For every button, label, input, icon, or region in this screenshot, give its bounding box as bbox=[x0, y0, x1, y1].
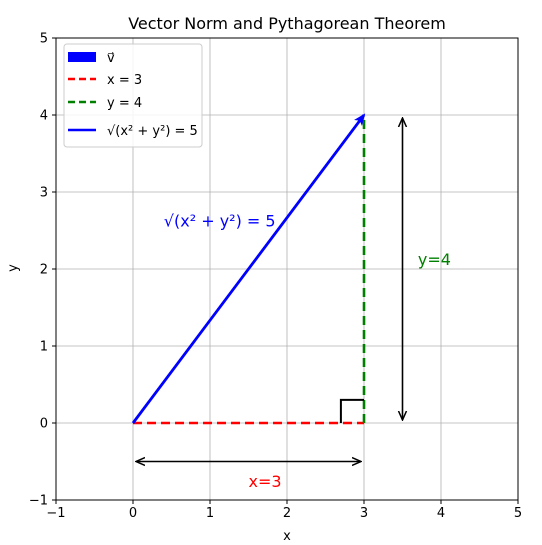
x-tick-label: −1 bbox=[46, 506, 65, 521]
plot-area: √(x² + y²) = 5 x=3 y=4 bbox=[131, 113, 451, 491]
y-tick-label: 4 bbox=[40, 109, 48, 124]
legend-label-ycomp: y = 4 bbox=[107, 96, 142, 111]
legend-label-xcomp: x = 3 bbox=[107, 73, 142, 88]
y-tick-label: 3 bbox=[40, 186, 48, 201]
x-tick-label: 1 bbox=[206, 506, 214, 521]
x-tick-label: 4 bbox=[437, 506, 445, 521]
legend-label-vector: v⃗ bbox=[107, 51, 115, 66]
legend-box bbox=[63, 43, 203, 148]
y-tick-label: 5 bbox=[40, 32, 48, 47]
legend-swatch-vector bbox=[68, 52, 96, 62]
right-angle-marker bbox=[339, 398, 364, 423]
x-tick-label: 2 bbox=[283, 506, 291, 521]
axis-ticks: −1 0 1 2 3 4 5 −1 0 1 2 3 4 5 bbox=[29, 32, 522, 522]
x-tick-label: 3 bbox=[360, 506, 368, 521]
x-tick-label: 5 bbox=[514, 506, 522, 521]
y-tick-label: −1 bbox=[29, 494, 48, 509]
y-tick-label: 0 bbox=[40, 417, 48, 432]
x-axis-label: x bbox=[283, 529, 291, 544]
chart-title: Vector Norm and Pythagorean Theorem bbox=[128, 14, 446, 33]
y-tick-label: 1 bbox=[40, 340, 48, 355]
norm-label-annotation: √(x² + y²) = 5 bbox=[164, 212, 276, 231]
vector-arrow bbox=[131, 113, 366, 424]
y-tick-label: 2 bbox=[40, 263, 48, 278]
y-label-annotation: y=4 bbox=[418, 250, 451, 269]
x-label-annotation: x=3 bbox=[249, 472, 282, 491]
x-tick-label: 0 bbox=[129, 506, 137, 521]
y-axis-label: y bbox=[6, 264, 21, 272]
legend: v⃗ x = 3 y = 4 √(x² + y²) = 5 bbox=[63, 43, 203, 148]
legend-label-norm: √(x² + y²) = 5 bbox=[107, 124, 198, 139]
